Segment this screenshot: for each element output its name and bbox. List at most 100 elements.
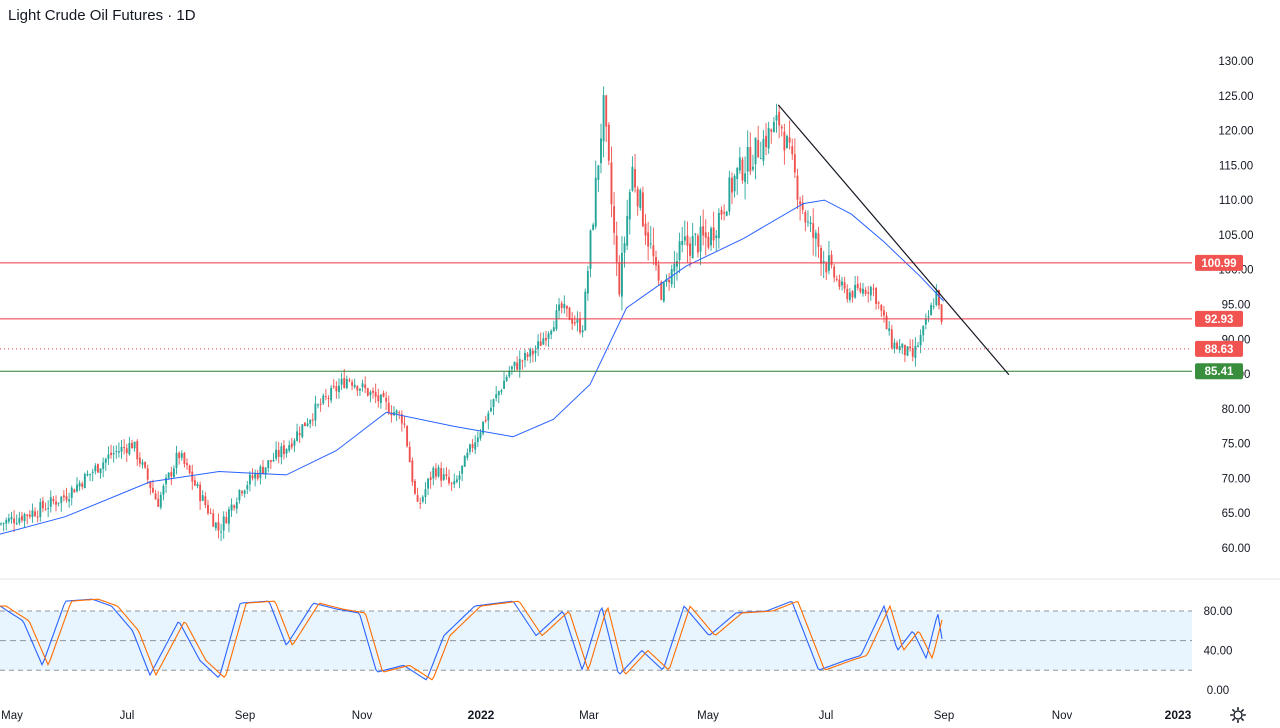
- level-price-badge: 85.41: [1195, 363, 1243, 380]
- candle: [503, 372, 505, 389]
- candle: [115, 445, 118, 459]
- candle: [68, 492, 71, 508]
- candle: [875, 286, 878, 310]
- candle: [165, 474, 168, 493]
- candle: [749, 132, 752, 175]
- candle: [55, 495, 57, 512]
- candle: [152, 479, 154, 494]
- candle: [917, 341, 919, 348]
- candle: [57, 502, 60, 507]
- candle: [364, 376, 367, 394]
- candle: [605, 95, 608, 143]
- candle: [597, 165, 600, 193]
- candle: [306, 418, 309, 427]
- candle: [539, 332, 542, 347]
- svg-text:92.93: 92.93: [1205, 314, 1234, 326]
- candle: [251, 468, 254, 481]
- candle: [510, 365, 513, 376]
- candle: [856, 276, 859, 291]
- candle: [91, 468, 94, 482]
- candle: [775, 103, 778, 133]
- candle: [36, 510, 39, 523]
- candle: [882, 305, 885, 323]
- candle: [351, 379, 354, 391]
- candle: [99, 468, 102, 479]
- candle: [149, 480, 152, 495]
- candle: [668, 272, 671, 291]
- candle: [757, 125, 760, 159]
- candle: [159, 491, 162, 510]
- candle: [133, 441, 136, 452]
- candle: [235, 497, 238, 514]
- candle: [212, 509, 215, 527]
- candle: [694, 233, 697, 246]
- candle: [96, 463, 99, 474]
- candle: [207, 499, 209, 516]
- candlesticks: [0, 86, 943, 542]
- candle: [846, 284, 849, 303]
- candle: [914, 337, 917, 367]
- candle: [686, 221, 689, 263]
- price-axis: 130.00125.00120.00115.00110.00105.00100.…: [1218, 56, 1253, 555]
- candle: [73, 488, 76, 493]
- candle: [649, 225, 652, 249]
- candle: [217, 513, 220, 539]
- candle: [204, 491, 207, 508]
- candle: [117, 442, 120, 458]
- downtrend-line[interactable]: [777, 104, 1010, 376]
- candle: [696, 233, 699, 258]
- candle: [277, 441, 280, 464]
- candle: [786, 134, 788, 149]
- candle: [550, 329, 553, 340]
- price-tick-label: 115.00: [1219, 160, 1253, 172]
- candle: [571, 312, 574, 330]
- candle: [547, 331, 550, 348]
- time-axis: May Jul Sep Nov 2022 Mar May Jul Sep Nov 2023: [1, 708, 1192, 722]
- candle: [807, 210, 809, 227]
- candle: [340, 372, 343, 391]
- horizontal-levels[interactable]: [0, 262, 1192, 372]
- candle: [676, 252, 678, 281]
- candle: [780, 124, 783, 137]
- candle: [434, 463, 437, 480]
- candle: [822, 250, 825, 279]
- candle: [369, 390, 372, 403]
- candle: [382, 390, 385, 398]
- candle: [183, 451, 186, 468]
- candle: [440, 462, 443, 488]
- candle: [427, 477, 430, 496]
- candle: [463, 455, 466, 467]
- candle: [801, 195, 804, 214]
- candle: [94, 463, 97, 475]
- candle: [859, 282, 862, 294]
- candle: [796, 168, 799, 209]
- candle: [293, 438, 296, 453]
- candle: [631, 156, 634, 192]
- candle: [131, 439, 133, 449]
- candle: [940, 303, 943, 325]
- candle: [500, 388, 503, 395]
- candle: [704, 219, 707, 256]
- candle: [662, 281, 665, 304]
- candle: [712, 211, 715, 249]
- candle: [303, 422, 306, 427]
- candle: [175, 445, 178, 475]
- candle: [461, 465, 464, 482]
- candle: [555, 304, 558, 331]
- settings-gear-icon[interactable]: [1230, 707, 1246, 723]
- candle: [833, 264, 836, 283]
- candle: [715, 229, 718, 252]
- candle: [361, 379, 364, 392]
- candle: [172, 465, 175, 479]
- candle: [524, 349, 526, 368]
- candle: [843, 276, 846, 294]
- time-tick-label: 2022: [468, 708, 495, 722]
- candle: [563, 295, 566, 314]
- candle: [487, 410, 490, 430]
- candle: [387, 395, 390, 415]
- candle: [602, 86, 605, 158]
- candle: [799, 196, 802, 221]
- svg-text:100.99: 100.99: [1201, 258, 1236, 270]
- candle: [285, 448, 288, 458]
